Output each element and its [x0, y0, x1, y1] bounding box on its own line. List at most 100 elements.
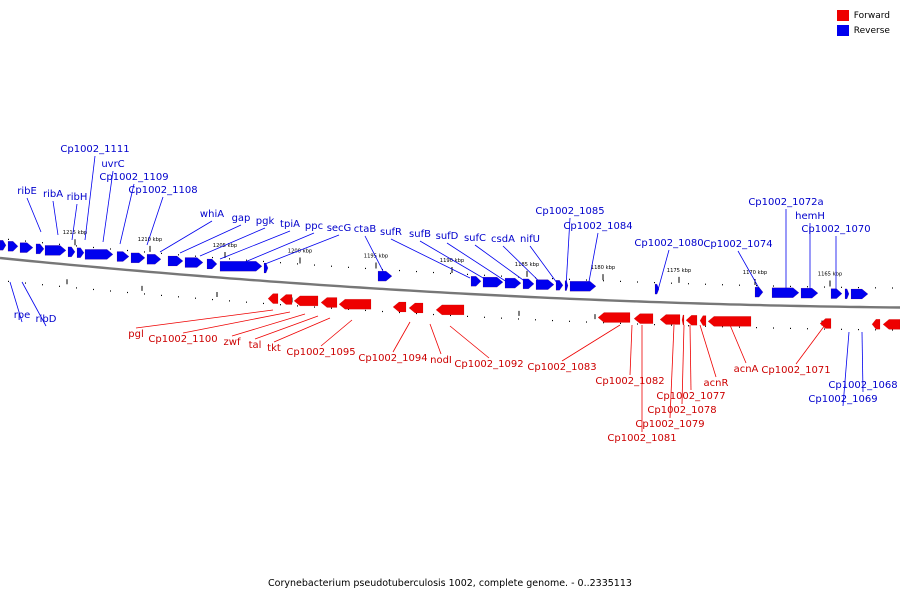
- reverse-gene-label: pgk: [256, 216, 275, 227]
- minor-tick-top: [892, 287, 893, 289]
- minor-tick-bottom: [348, 308, 349, 310]
- minor-tick-top: [433, 271, 434, 274]
- reverse-gene-label: Cp1002_1085: [535, 206, 604, 217]
- minor-tick-top: [484, 274, 485, 276]
- reverse-gene-label: ppc: [305, 221, 323, 232]
- forward-gene-label: Cp1002_1071: [761, 365, 830, 376]
- minor-tick-bottom: [450, 314, 451, 317]
- reverse-gene-label: gap: [232, 213, 251, 224]
- minor-tick-top: [688, 283, 689, 285]
- reverse-gene-label: ribE: [17, 186, 37, 197]
- reverse-leader-line: [842, 331, 850, 407]
- forward-gene-arrow: [377, 270, 393, 282]
- reverse-gene-arrow: [293, 295, 319, 307]
- minor-tick-top: [552, 277, 553, 280]
- minor-tick-bottom: [76, 287, 77, 289]
- minor-tick-bottom: [297, 305, 298, 307]
- reverse-gene-label: ribH: [67, 192, 88, 203]
- minor-tick-top: [178, 254, 179, 256]
- minor-tick-bottom: [739, 326, 740, 328]
- minor-tick-top: [297, 263, 298, 265]
- forward-gene-label: acnA: [734, 364, 759, 375]
- minor-tick-top: [76, 245, 77, 247]
- forward-leader-line: [681, 324, 685, 405]
- scale-ticks: 1215 kbp 1210 kbp 1205 kbp 1200 kbp 1195 kbp…: [8, 230, 893, 331]
- minor-tick-bottom: [484, 316, 485, 318]
- minor-tick-top: [314, 264, 315, 266]
- tick-label: 1170 kbp: [743, 270, 768, 276]
- legend-forward-label: Forward: [853, 10, 890, 21]
- minor-tick-top: [331, 265, 332, 267]
- reverse-leader-line: [21, 281, 47, 327]
- forward-leader-line: [795, 324, 826, 365]
- minor-tick-top: [569, 278, 570, 280]
- reverse-leader-line: [26, 197, 42, 233]
- forward-leader-line: [449, 325, 490, 359]
- minor-tick-top: [59, 243, 60, 245]
- reverse-gene-label: Cp1002_1068: [828, 380, 897, 391]
- minor-tick-bottom: [518, 318, 519, 320]
- forward-leader-line: [699, 324, 717, 378]
- forward-gene-arrow: [555, 280, 564, 291]
- forward-gene-arrow: [206, 258, 218, 270]
- minor-tick-bottom: [25, 282, 26, 284]
- forward-gene-arrow: [569, 281, 597, 292]
- minor-tick-bottom: [552, 319, 553, 322]
- forward-leader-line: [182, 311, 291, 334]
- forward-gene-arrow: [76, 247, 85, 258]
- minor-tick-top: [450, 272, 451, 275]
- forward-gene-label: Cp1002_1082: [595, 376, 664, 387]
- minor-tick-bottom: [195, 297, 196, 299]
- forward-gene-label: Cp1002_1095: [286, 347, 355, 358]
- minor-tick-top: [263, 260, 264, 263]
- reverse-leader-line: [199, 227, 266, 257]
- forward-gene-arrow: [482, 276, 504, 288]
- reverse-gene-label: hemH: [795, 211, 825, 222]
- forward-gene-label: Cp1002_1094: [358, 353, 427, 364]
- reverse-gene-arrow: [597, 312, 631, 323]
- minor-tick-bottom: [8, 280, 9, 282]
- reverse-gene-label: whiA: [200, 209, 224, 220]
- reverse-gene-arrow: [699, 315, 707, 326]
- minor-tick-bottom: [705, 325, 706, 327]
- reverse-leader-line: [390, 238, 471, 279]
- reverse-gene-arrow: [279, 294, 293, 305]
- minor-tick-top: [756, 285, 757, 287]
- reverse-gene-arrow: [392, 301, 407, 313]
- forward-gene-arrow: [263, 262, 269, 274]
- forward-gene-arrow: [504, 277, 522, 289]
- minor-tick-bottom: [314, 306, 315, 308]
- minor-tick-bottom: [569, 320, 570, 322]
- forward-gene-arrow: [470, 276, 482, 287]
- minor-tick-top: [807, 286, 808, 288]
- minor-tick-top: [110, 248, 111, 250]
- minor-tick-bottom: [246, 301, 247, 303]
- forward-leader-line: [231, 313, 306, 337]
- minor-tick-top: [399, 269, 400, 272]
- reverse-leader-line: [102, 170, 114, 243]
- reverse-leader-line: [861, 331, 864, 393]
- minor-tick-top: [875, 287, 876, 289]
- minor-tick-top: [603, 280, 604, 282]
- tick-label: 1185 kbp: [515, 262, 540, 268]
- forward-leader-line: [629, 324, 633, 376]
- tick-label: 1190 kbp: [440, 258, 465, 264]
- minor-tick-bottom: [416, 312, 417, 315]
- minor-tick-top: [841, 286, 842, 288]
- reverse-gene-label: Cp1002_1111: [60, 144, 129, 155]
- minor-tick-bottom: [875, 329, 876, 331]
- minor-tick-bottom: [756, 327, 757, 329]
- minor-tick-top: [467, 273, 468, 275]
- tick-label: 1175 kbp: [667, 268, 692, 274]
- genome-caption: Corynebacterium pseudotuberculosis 1002,…: [268, 578, 632, 589]
- minor-tick-top: [654, 282, 655, 284]
- minor-tick-bottom: [654, 324, 655, 326]
- reverse-gene-label: sufB: [409, 229, 431, 240]
- minor-tick-bottom: [212, 298, 213, 301]
- reverse-leader-line: [244, 232, 315, 263]
- forward-gene-arrow: [44, 245, 67, 256]
- minor-tick-top: [739, 284, 740, 286]
- minor-tick-bottom: [263, 302, 264, 305]
- minor-tick-top: [637, 281, 638, 283]
- reverse-gene-label: rpe: [14, 310, 31, 321]
